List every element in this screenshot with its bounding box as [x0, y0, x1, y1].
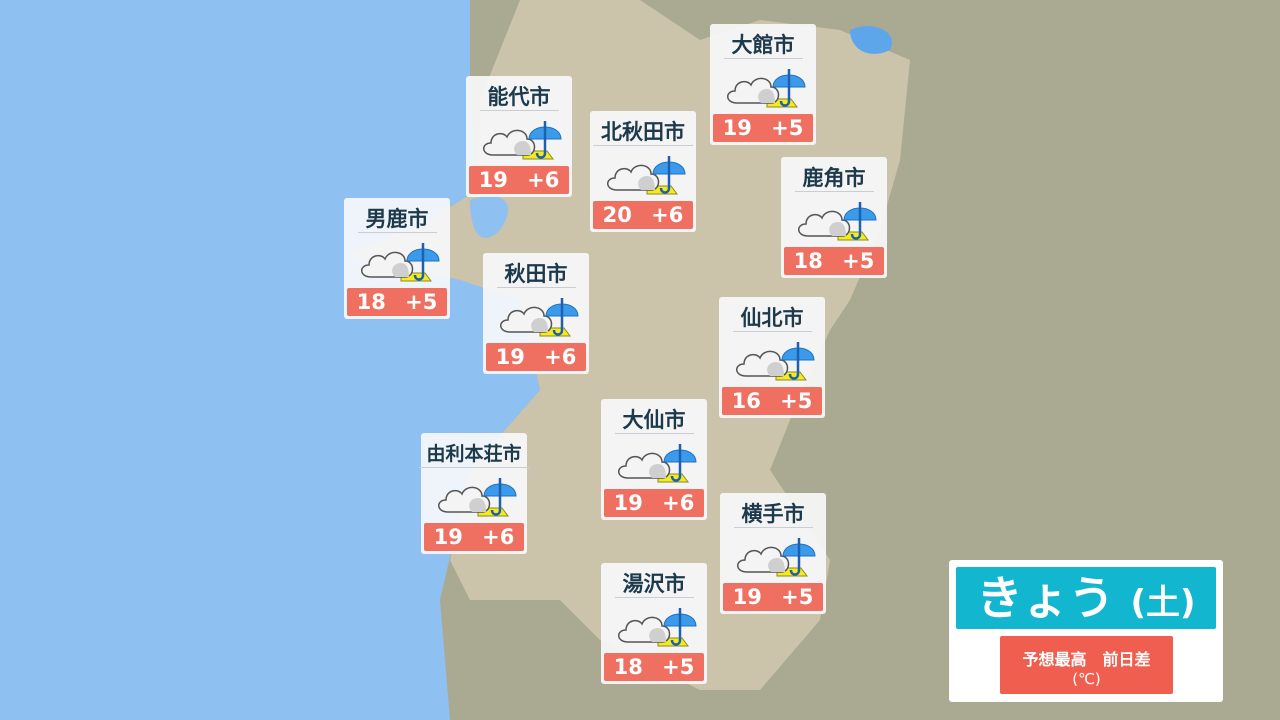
city-name: 秋田市 [496, 260, 576, 288]
high-temp: 18 [793, 249, 823, 273]
city-card-yuzawa: 湯沢市 18 +5 [601, 563, 707, 684]
temp-diff: +6 [482, 525, 515, 549]
temp-diff: +6 [662, 491, 695, 515]
temps: 18 +5 [347, 288, 447, 316]
high-temp: 19 [613, 491, 643, 515]
hachirogata [470, 196, 509, 239]
temp-diff: +5 [771, 116, 804, 140]
temp-diff: +5 [780, 389, 813, 413]
city-card-noshiro: 能代市 19 +6 [466, 76, 572, 197]
legend-key: 予想最高 前日差 (℃) [1000, 636, 1173, 694]
city-card-semboku: 仙北市 16 +5 [719, 297, 825, 418]
city-name: 横手市 [733, 500, 813, 528]
cloudy-then-rain-icon [426, 470, 522, 520]
day-title: きょう (土) [956, 567, 1216, 629]
high-temp: 16 [731, 389, 761, 413]
city-name: 由利本荘市 [418, 440, 530, 468]
city-card-yokote: 横手市 19 +5 [720, 493, 826, 614]
city-name: 男鹿市 [357, 205, 437, 233]
city-card-akita: 秋田市 19 +6 [483, 253, 589, 374]
cloudy-then-rain-icon [606, 600, 702, 650]
high-temp: 18 [613, 655, 643, 679]
city-name: 大仙市 [614, 406, 694, 434]
city-card-kitaakita: 北秋田市 20 +6 [590, 111, 696, 232]
high-temp: 19 [478, 168, 508, 192]
city-name: 大館市 [723, 31, 803, 59]
cloudy-then-rain-icon [349, 235, 445, 285]
high-temp: 19 [433, 525, 463, 549]
city-card-daisen: 大仙市 19 +6 [601, 399, 707, 520]
temps: 16 +5 [722, 387, 822, 415]
temp-diff: +5 [405, 290, 438, 314]
weekday-label: (土) [1130, 583, 1196, 623]
temps: 19 +6 [469, 166, 569, 194]
high-temp: 20 [602, 203, 632, 227]
cloudy-then-rain-icon [725, 530, 821, 580]
cloudy-then-rain-icon [595, 148, 691, 198]
high-temp: 19 [495, 345, 525, 369]
temp-diff: +6 [651, 203, 684, 227]
temps: 19 +5 [713, 114, 813, 142]
high-temp: 19 [722, 116, 752, 140]
cloudy-then-rain-icon [606, 436, 702, 486]
day-label: きょう [976, 571, 1115, 625]
legend-panel: きょう (土) 予想最高 前日差 (℃) [949, 560, 1223, 702]
city-card-oga: 男鹿市 18 +5 [344, 198, 450, 319]
temps: 18 +5 [784, 247, 884, 275]
temps: 19 +5 [723, 583, 823, 611]
temps: 19 +6 [486, 343, 586, 371]
lake [850, 26, 892, 54]
temp-diff: +5 [842, 249, 875, 273]
temp-diff: +6 [544, 345, 577, 369]
temp-diff: +5 [662, 655, 695, 679]
city-card-kazuno: 鹿角市 18 +5 [781, 157, 887, 278]
temps: 19 +6 [424, 523, 524, 551]
cloudy-then-rain-icon [715, 61, 811, 111]
city-card-odate: 大館市 19 +5 [710, 24, 816, 145]
city-card-yurihonjo: 由利本荘市 19 +6 [418, 433, 530, 554]
legend-label: 予想最高 前日差 [1022, 650, 1151, 669]
temps: 20 +6 [593, 201, 693, 229]
city-name: 北秋田市 [593, 118, 693, 146]
cloudy-then-rain-icon [488, 290, 584, 340]
city-name: 能代市 [479, 83, 559, 111]
cloudy-then-rain-icon [724, 334, 820, 384]
city-name: 仙北市 [732, 304, 812, 332]
high-temp: 18 [356, 290, 386, 314]
temp-diff: +6 [527, 168, 560, 192]
city-name: 鹿角市 [794, 164, 874, 192]
temps: 18 +5 [604, 653, 704, 681]
city-name: 湯沢市 [614, 570, 694, 598]
temps: 19 +6 [604, 489, 704, 517]
cloudy-then-rain-icon [471, 113, 567, 163]
legend-unit: (℃) [1072, 670, 1101, 688]
cloudy-then-rain-icon [786, 194, 882, 244]
high-temp: 19 [732, 585, 762, 609]
temp-diff: +5 [781, 585, 814, 609]
